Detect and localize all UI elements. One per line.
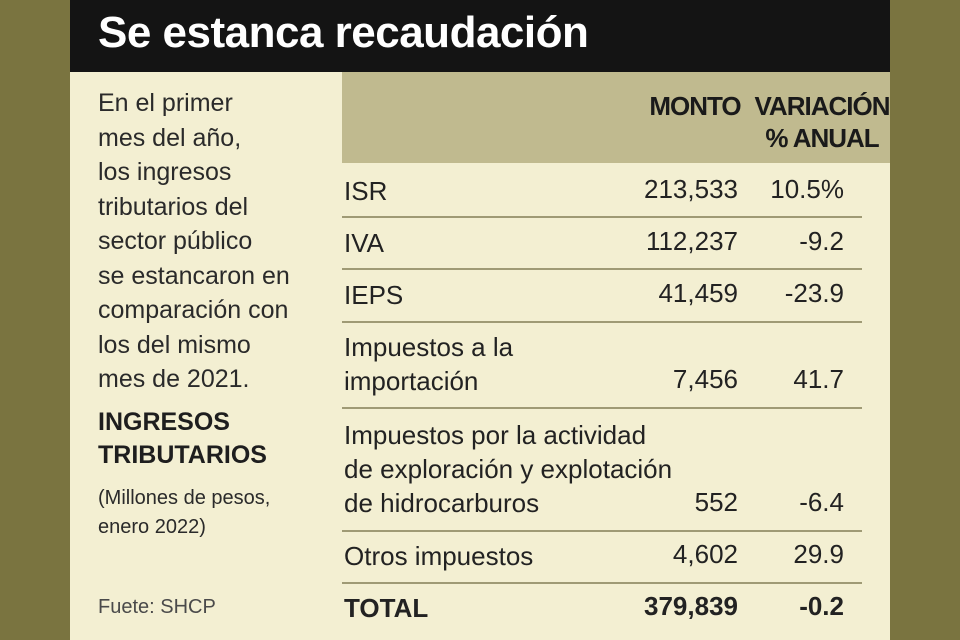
column-header-line: VARIACIÓN bbox=[754, 91, 891, 121]
intro-line: tributarios del bbox=[98, 192, 249, 221]
row-label: Impuestos a la importación bbox=[344, 330, 513, 398]
intro-line: los ingresos bbox=[98, 158, 232, 186]
table-header: MONTO VARIACIÓN % ANUAL bbox=[342, 72, 890, 163]
section-subtitle-line: (Millones de pesos, bbox=[98, 487, 271, 509]
row-monto: 7,456 bbox=[672, 364, 738, 394]
column-header-variacion: VARIACIÓN % ANUAL bbox=[742, 90, 902, 154]
source-note: Fuete: SHCP bbox=[98, 596, 216, 618]
row-variacion: -23.9 bbox=[784, 278, 844, 308]
row-variacion: 41.7 bbox=[793, 364, 844, 394]
row-divider bbox=[342, 321, 862, 323]
section-title-line: INGRESOS bbox=[98, 408, 230, 436]
row-label-line: Otros impuestos bbox=[344, 541, 534, 571]
page-title: Se estanca recaudación bbox=[98, 8, 589, 57]
row-monto: 213,533 bbox=[644, 174, 738, 204]
row-label-line: de exploración y explotación bbox=[344, 454, 673, 484]
intro-paragraph: En el primer mes del año, los ingresos t… bbox=[98, 86, 328, 397]
intro-text: En el primer mes del año, los ingresos t… bbox=[98, 86, 328, 397]
row-label: ISR bbox=[344, 174, 387, 208]
row-label-line: IVA bbox=[344, 228, 384, 258]
title-bar: Se estanca recaudación bbox=[70, 0, 890, 72]
row-label-line: Impuestos por la actividad bbox=[344, 420, 647, 450]
column-header-line: % ANUAL bbox=[765, 123, 879, 153]
intro-line: se estancaron en bbox=[98, 261, 290, 290]
total-label: TOTAL bbox=[344, 593, 429, 623]
row-label: IVA bbox=[344, 226, 384, 260]
column-header-monto: MONTO bbox=[649, 91, 741, 121]
total-variacion: -0.2 bbox=[799, 591, 844, 621]
row-divider bbox=[342, 407, 862, 409]
intro-line: sector público bbox=[98, 227, 253, 255]
row-label-line: importación bbox=[344, 366, 479, 396]
row-divider bbox=[342, 530, 862, 532]
row-divider bbox=[342, 268, 862, 270]
row-divider bbox=[342, 216, 862, 218]
row-label: Otros impuestos bbox=[344, 539, 533, 573]
intro-line: mes del año, bbox=[98, 123, 242, 152]
row-label-line: IEPS bbox=[344, 280, 404, 310]
intro-line: mes de 2021. bbox=[98, 365, 250, 393]
row-label-line: ISR bbox=[344, 176, 388, 206]
total-monto: 379,839 bbox=[644, 591, 738, 621]
row-divider bbox=[342, 582, 862, 584]
intro-line: comparación con bbox=[98, 296, 289, 324]
row-monto: 112,237 bbox=[645, 226, 738, 256]
section-title: INGRESOS TRIBUTARIOS bbox=[98, 406, 267, 472]
row-monto: 41,459 bbox=[658, 278, 738, 308]
intro-line: los del mismo bbox=[98, 330, 251, 359]
row-variacion: -6.4 bbox=[799, 487, 844, 517]
row-variacion: 10.5% bbox=[770, 174, 844, 204]
row-label-line: de hidrocarburos bbox=[344, 488, 540, 518]
row-monto: 4,602 bbox=[672, 539, 738, 569]
row-variacion: 29.9 bbox=[793, 539, 844, 569]
section-title-line: TRIBUTARIOS bbox=[98, 441, 267, 469]
row-variacion: -9.2 bbox=[799, 226, 844, 256]
section-subtitle: (Millones de pesos, enero 2022) bbox=[98, 484, 270, 542]
row-monto: 552 bbox=[694, 487, 738, 517]
row-label-line: Impuestos a la bbox=[344, 332, 514, 362]
intro-line: En el primer bbox=[98, 89, 233, 117]
section-subtitle-line: enero 2022) bbox=[98, 516, 206, 538]
row-label: IEPS bbox=[344, 278, 403, 312]
row-label: Impuestos por la actividad de exploració… bbox=[344, 418, 672, 520]
